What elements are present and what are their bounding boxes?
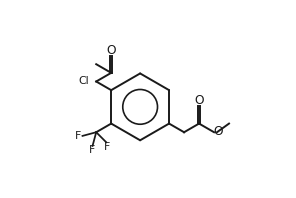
Text: F: F — [75, 131, 81, 141]
Text: O: O — [213, 125, 223, 138]
Text: Cl: Cl — [79, 76, 89, 86]
Text: F: F — [104, 142, 110, 152]
Text: F: F — [89, 145, 95, 155]
Text: O: O — [194, 94, 204, 108]
Text: O: O — [106, 44, 116, 57]
